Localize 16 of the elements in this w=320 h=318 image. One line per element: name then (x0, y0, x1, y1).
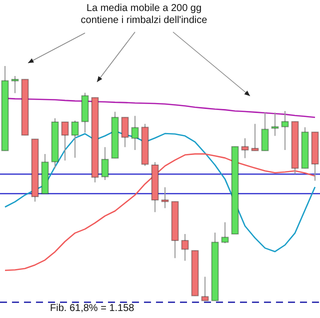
candlestick (281, 110, 289, 150)
candlestick (11, 76, 19, 94)
candlestick (71, 120, 79, 158)
text: Fib. 61,8% = 1.158 (50, 303, 134, 315)
candlestick (201, 276, 209, 302)
text: La media mobile a 200 gg contiene i rimbalzi dell'indice (80, 3, 208, 27)
candlestick (121, 116, 129, 148)
candlestick (271, 112, 279, 136)
candlestick (261, 112, 269, 152)
candlestick (161, 186, 169, 209)
candlestick (241, 138, 249, 159)
candlestick (101, 146, 109, 181)
candlestick (181, 233, 189, 262)
candlestick (131, 115, 139, 150)
candlestick (61, 122, 69, 162)
candlestick (221, 222, 229, 244)
